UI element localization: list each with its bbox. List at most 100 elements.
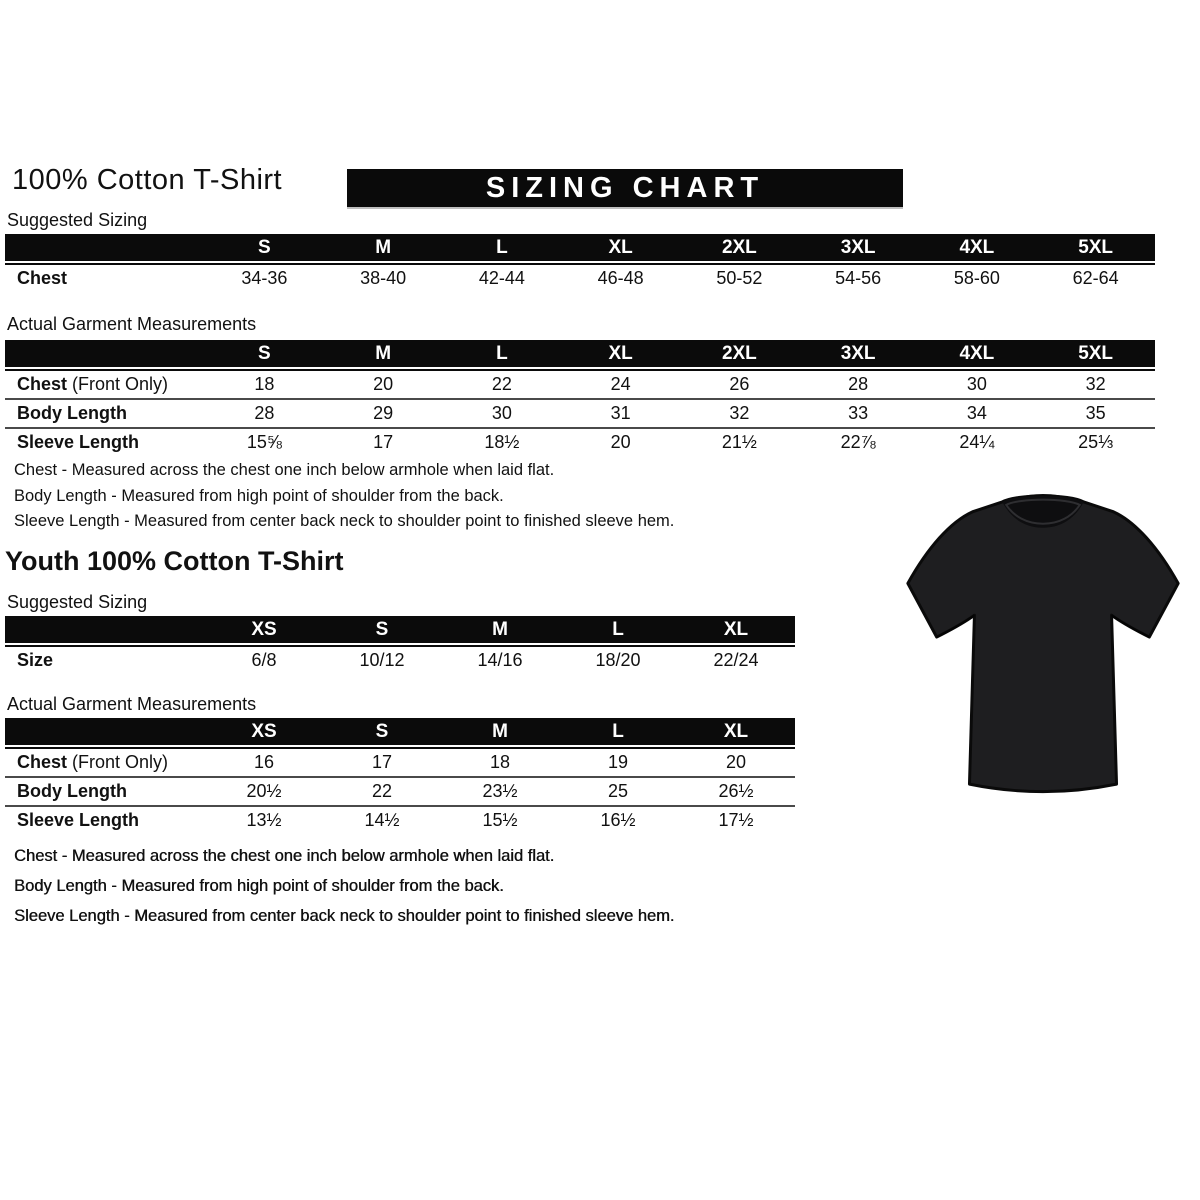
row-label: Sleeve Length xyxy=(5,810,205,831)
size-column-header: 2XL xyxy=(721,236,757,258)
size-column-header: XS xyxy=(251,720,277,742)
measurement-value: 25 xyxy=(607,781,629,801)
measurement-value: 34 xyxy=(966,403,987,423)
measurement-value: 28 xyxy=(848,374,869,394)
row-label-text: Sleeve Length xyxy=(17,432,140,452)
measurement-value: 22 xyxy=(371,781,393,801)
table-body: Chest 34-36 38-40 42-44 46-48 50-52 54-56 58-6… xyxy=(5,265,1155,292)
chest-range-value: 50-52 xyxy=(716,268,763,288)
measurement-value: 30 xyxy=(966,374,987,394)
row-label-text: Size xyxy=(17,650,54,670)
measurement-value: 21½ xyxy=(721,432,757,452)
measurement-value: 18 xyxy=(254,374,275,394)
chest-range-row: Chest 34-36 38-40 42-44 46-48 50-52 54-56 58-6… xyxy=(5,265,1155,292)
measurement-value: 14½ xyxy=(364,810,400,830)
measurement-note: Body Length - Measured from high point o… xyxy=(14,877,504,895)
adult-section-title: 100% Cotton T-Shirt xyxy=(12,164,283,196)
row-label: Chest xyxy=(5,268,205,289)
size-column-header: 4XL xyxy=(959,342,995,364)
size-column-header: M xyxy=(375,342,392,364)
row-label: Size xyxy=(5,650,205,671)
size-column-header: S xyxy=(375,720,389,742)
measurement-value: 35 xyxy=(1085,403,1106,423)
size-column-header: XL xyxy=(723,720,749,742)
row-label-text: Sleeve Length xyxy=(17,810,140,830)
size-column-header: XL xyxy=(608,342,633,364)
measurement-value: 22 xyxy=(491,374,512,394)
table-divider xyxy=(5,747,795,749)
table-body: Size 6/8 10/12 14/16 18/20 22/24 xyxy=(5,647,795,674)
adult-actual-table: S M L XL 2XL 3XL 4XL 5XL Chest (Front Only) 18 2… xyxy=(5,340,1155,456)
youth-size-value: 10/12 xyxy=(359,650,405,670)
measurement-value: 24 xyxy=(610,374,631,394)
size-column-header: 5XL xyxy=(1078,236,1114,258)
size-header-row: XS S M L XL xyxy=(5,616,795,643)
size-header-row: S M L XL 2XL 3XL 4XL 5XL xyxy=(5,234,1155,261)
measurement-value: 31 xyxy=(610,403,631,423)
measurement-value: 29 xyxy=(373,403,394,423)
measurement-value: 15½ xyxy=(482,810,518,830)
row-label-text: Body Length xyxy=(17,403,127,423)
measurement-value: 26 xyxy=(729,374,750,394)
size-column-header: L xyxy=(496,342,508,364)
measurement-value: 25⅓ xyxy=(1078,432,1114,452)
row-label-text: Body Length xyxy=(17,781,127,801)
measurement-value: 33 xyxy=(848,403,869,423)
measurement-value: 18½ xyxy=(484,432,520,452)
size-column-header: 3XL xyxy=(840,342,876,364)
size-header-row: S M L XL 2XL 3XL 4XL 5XL xyxy=(5,340,1155,367)
measurement-value: 20 xyxy=(373,374,394,394)
row-label-text: Chest xyxy=(17,268,68,288)
measurement-value: 15⅝ xyxy=(246,432,282,452)
measurement-value: 18 xyxy=(489,752,511,772)
measurement-value: 30 xyxy=(491,403,512,423)
chest-range-value: 46-48 xyxy=(597,268,644,288)
measurement-value: 13½ xyxy=(246,810,282,830)
measurement-value: 20 xyxy=(610,432,631,452)
adult-actual-measurements-label: Actual Garment Measurements xyxy=(7,314,257,334)
measurement-value: 28 xyxy=(254,403,275,423)
size-header-row: XS S M L XL xyxy=(5,718,795,745)
size-column-header: M xyxy=(492,618,508,640)
table-body: Chest (Front Only) 16 17 18 19 20 Body Lengt… xyxy=(5,749,795,834)
body-length-row: Body Length 20½ 22 23½ 25 26½ xyxy=(5,778,795,807)
adult-suggested-sizing-label: Suggested Sizing xyxy=(7,210,148,230)
youth-size-value: 6/8 xyxy=(251,650,277,670)
row-label-suffix: (Front Only) xyxy=(67,374,169,394)
youth-size-row: Size 6/8 10/12 14/16 18/20 22/24 xyxy=(5,647,795,674)
row-label-text: Chest xyxy=(17,374,68,394)
youth-section-title: Youth 100% Cotton T-Shirt xyxy=(5,546,344,576)
youth-measurement-notes: Chest - Measured across the chest one in… xyxy=(14,841,674,931)
chest-range-value: 42-44 xyxy=(478,268,525,288)
chest-range-value: 58-60 xyxy=(953,268,1000,288)
adult-suggested-table: S M L XL 2XL 3XL 4XL 5XL Chest 34-36 38-40 42-44 4… xyxy=(5,234,1155,292)
measurement-note: Chest - Measured across the chest one in… xyxy=(14,847,555,865)
youth-size-value: 18/20 xyxy=(595,650,641,670)
row-label: Body Length xyxy=(5,781,205,802)
chest-range-value: 34-36 xyxy=(241,268,288,288)
measurement-value: 24¼ xyxy=(959,432,995,452)
measurement-note: Chest - Measured across the chest one in… xyxy=(14,461,555,479)
youth-suggested-sizing-label: Suggested Sizing xyxy=(7,592,148,612)
row-label: Sleeve Length xyxy=(5,432,205,453)
size-column-header: L xyxy=(612,720,624,742)
measurement-note: Sleeve Length - Measured from center bac… xyxy=(14,907,675,925)
size-column-header: S xyxy=(258,342,271,364)
table-body: Chest (Front Only) 18 20 22 24 26 28 30 32 Body… xyxy=(5,371,1155,456)
chest-row: Chest (Front Only) 18 20 22 24 26 28 30 32 xyxy=(5,371,1155,400)
sizing-chart-banner: SIZING CHART xyxy=(347,169,903,207)
row-label: Body Length xyxy=(5,403,205,424)
size-column-header: 2XL xyxy=(721,342,757,364)
measurement-note: Body Length - Measured from high point o… xyxy=(14,486,504,505)
measurement-value: 17½ xyxy=(718,810,754,830)
measurement-value: 17 xyxy=(373,432,394,452)
table-divider xyxy=(5,369,1155,371)
measurement-value: 16 xyxy=(253,752,275,772)
chest-row: Chest (Front Only) 16 17 18 19 20 xyxy=(5,749,795,778)
measurement-value: 26½ xyxy=(718,781,754,801)
size-column-header: 3XL xyxy=(840,236,876,258)
size-column-header: M xyxy=(492,720,508,742)
size-column-header: 4XL xyxy=(959,236,995,258)
measurement-value: 16½ xyxy=(600,810,636,830)
table-divider xyxy=(5,263,1155,265)
